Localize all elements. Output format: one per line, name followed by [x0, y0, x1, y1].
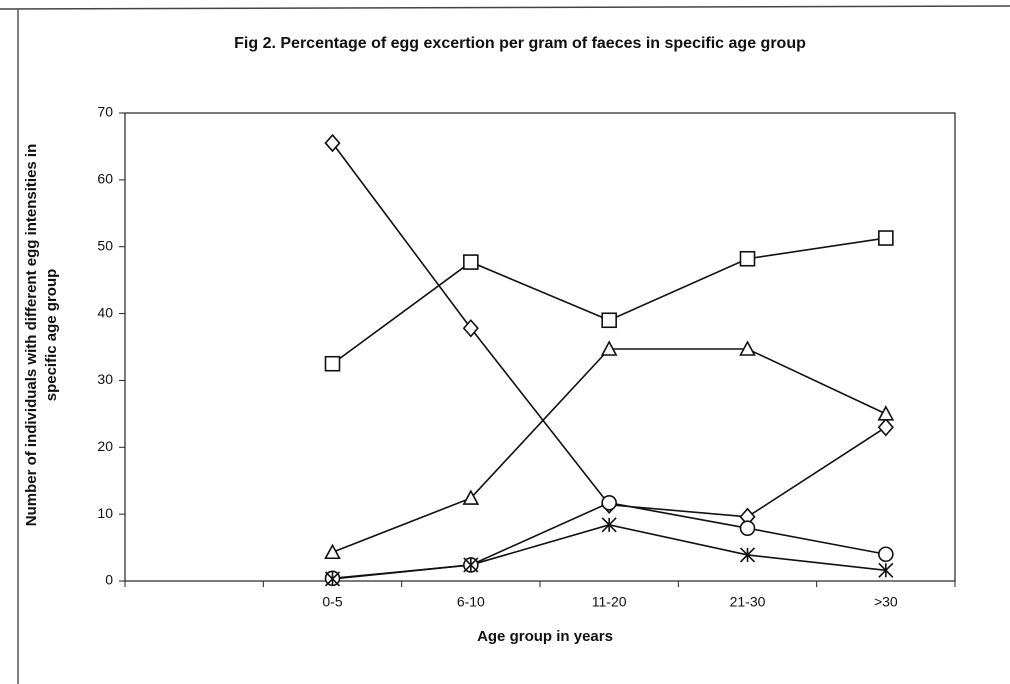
marker-square	[739, 250, 756, 267]
x-axis-label: Age group in years	[477, 628, 613, 645]
chart-title: Fig 2. Percentage of egg excertion per g…	[234, 35, 806, 52]
marker-triangle	[739, 340, 756, 356]
marker-star	[324, 571, 341, 587]
marker-star	[878, 562, 894, 578]
y-tick-label: 40	[97, 304, 113, 320]
marker-circle	[739, 520, 756, 536]
x-tick-label: 21-30	[730, 594, 766, 610]
y-tick-label: 60	[97, 171, 113, 187]
y-axis-label: Number of individuals with different egg…	[23, 144, 60, 527]
series-line	[331, 142, 887, 518]
marker-square	[878, 230, 894, 246]
scan-border	[0, 5, 1010, 10]
marker-star	[739, 547, 756, 563]
marker-diamond	[877, 418, 894, 437]
marker-triangle	[600, 340, 618, 356]
marker-circle	[601, 494, 617, 511]
y-axis-label-line: Number of individuals with different egg…	[23, 144, 40, 527]
plot-frame	[124, 112, 956, 582]
y-axis-label-line: specific age group	[43, 269, 60, 402]
x-tick-label: 0-5	[322, 594, 342, 610]
y-tick-label: 10	[97, 505, 113, 521]
y-tick-label: 50	[97, 237, 113, 253]
y-tick-label: 70	[97, 104, 113, 120]
marker-diamond	[462, 319, 479, 338]
series-line	[332, 501, 886, 580]
marker-star	[601, 517, 617, 533]
x-tick-label: 6-10	[457, 594, 485, 610]
marker-square	[324, 355, 341, 372]
marker-triangle	[877, 405, 895, 421]
marker-square	[601, 312, 617, 329]
marker-diamond	[324, 133, 341, 153]
y-tick-label: 20	[97, 438, 113, 454]
marker-triangle	[462, 489, 480, 505]
marker-square	[463, 254, 479, 270]
y-tick-label: 0	[105, 572, 113, 588]
y-tick-label: 30	[97, 371, 113, 387]
x-tick-label: 11-20	[592, 594, 627, 610]
marker-triangle	[324, 543, 341, 560]
marker-circle	[878, 546, 894, 563]
marker-star	[463, 557, 479, 573]
series-line	[332, 524, 886, 580]
x-tick-label: >30	[874, 594, 898, 610]
